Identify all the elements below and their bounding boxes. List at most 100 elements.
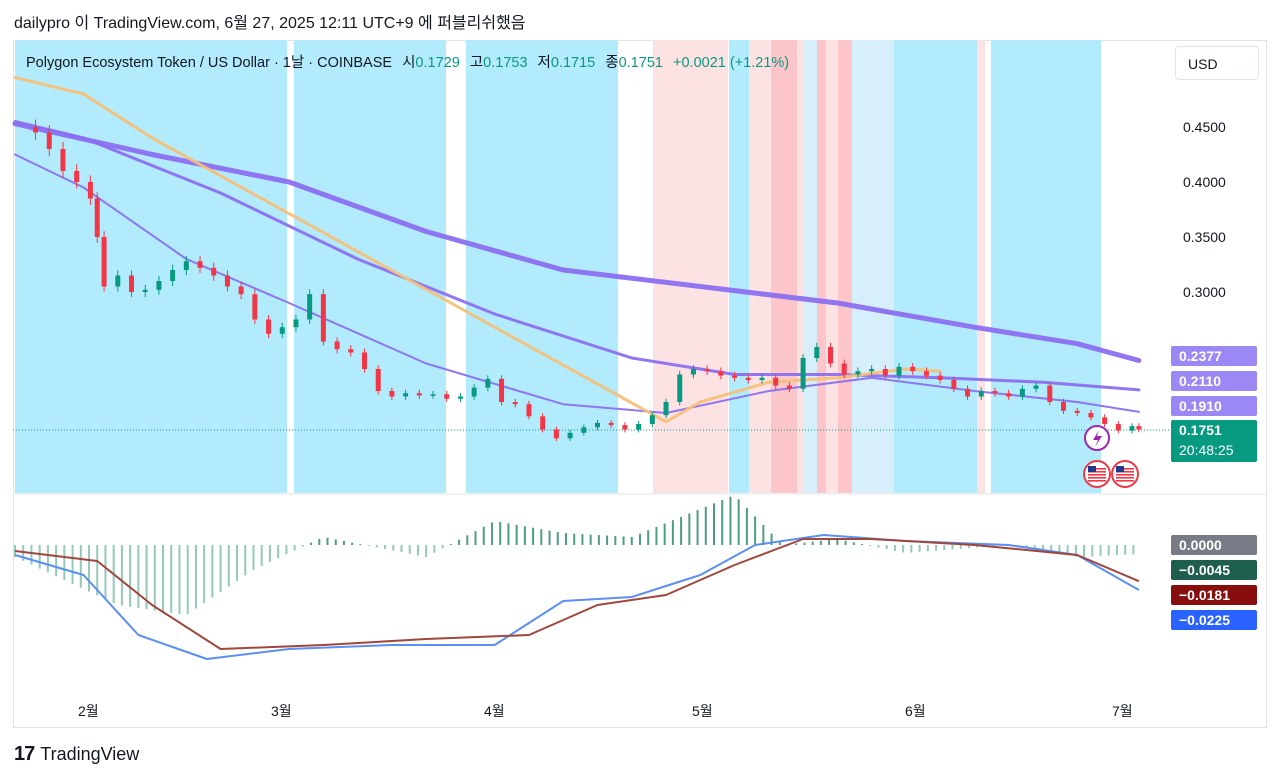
macd-hist-bar <box>268 545 271 562</box>
price-tick: 0.3500 <box>1183 229 1226 245</box>
candle-body <box>896 366 902 376</box>
time-tick: 5월 <box>692 703 713 719</box>
flash-icon <box>1084 425 1110 451</box>
chart-frame[interactable] <box>13 40 1267 728</box>
macd-hist-bar <box>819 540 822 545</box>
candle-body <box>965 388 971 397</box>
macd-hist-bar <box>277 545 280 559</box>
macd-hist-bar <box>523 526 526 545</box>
zone-band <box>15 40 287 493</box>
close-label: 종 <box>605 55 619 71</box>
candle-body <box>512 402 518 405</box>
macd-hist-bar <box>885 545 888 550</box>
macd-hist-bar <box>902 545 905 553</box>
macd-hist-bar <box>959 545 962 549</box>
candle-body <box>142 289 148 292</box>
candle-body <box>1061 402 1066 411</box>
high-value: 0.1753 <box>483 55 528 71</box>
macd-hist-bar <box>581 534 584 545</box>
macd-hist-bar <box>951 545 954 550</box>
candle-body <box>457 396 463 399</box>
macd-hist-bar <box>688 513 691 545</box>
last-price-value: 0.1751 <box>1179 422 1222 438</box>
macd-hist-bar <box>515 524 518 545</box>
candle-body <box>46 132 52 149</box>
candle-body <box>978 391 984 397</box>
macd-hist-bar <box>30 545 33 565</box>
macd-hist-bar <box>696 510 699 545</box>
macd-pane <box>14 496 1140 660</box>
publish-caption: dailypro 이 TradingView.com, 6월 27, 2025 … <box>14 15 526 32</box>
flag-stripe <box>1116 474 1134 476</box>
macd-hist-bar <box>606 535 609 545</box>
candle-body <box>101 237 107 287</box>
candle-body <box>115 275 121 287</box>
macd-hist-bar <box>46 545 49 573</box>
zone-band <box>749 40 771 493</box>
macd-hist-bar <box>713 503 715 545</box>
candle-body <box>649 415 655 424</box>
brand-name: TradingView <box>40 744 140 764</box>
candle-body <box>87 182 93 199</box>
candle-body <box>33 127 39 133</box>
brand-footer[interactable]: 17 TradingView <box>14 743 139 766</box>
macd-hist-bar <box>38 545 41 569</box>
symbol-legend[interactable]: Polygon Ecosystem Token / US Dollar · 1날… <box>26 51 789 72</box>
signal-line <box>14 538 1140 650</box>
macd-hist-bar <box>943 545 946 551</box>
macd-hist-bar <box>597 535 600 545</box>
macd-hist-bar <box>1041 545 1044 551</box>
candle-body <box>430 394 436 396</box>
macd-hist-bar <box>433 545 436 553</box>
flag-stripe <box>1116 480 1134 482</box>
open-label: 시 <box>402 55 416 71</box>
candle-body <box>622 425 628 430</box>
candle-body <box>1102 417 1108 424</box>
candle-body <box>636 424 642 430</box>
tradingview-logo-icon: 17 <box>14 743 35 765</box>
zone-band <box>977 40 985 493</box>
candle-body <box>581 427 587 433</box>
flash-icon-bolt <box>1093 430 1102 447</box>
macd-hist-bar <box>186 545 189 615</box>
macd-hist-bar <box>441 545 444 549</box>
macd-hist-bar <box>556 532 559 545</box>
currency-button[interactable]: USD <box>1175 46 1259 80</box>
macd-hist-bar <box>762 525 765 545</box>
macd-hist-bar <box>836 539 839 545</box>
macd-hist-bar <box>334 539 337 545</box>
macd-hist-bar <box>285 545 288 555</box>
macd-hist-bar <box>79 545 82 588</box>
candle-body <box>170 270 176 281</box>
macd-hist-bar <box>293 545 296 551</box>
macd-hist-bar <box>754 516 757 545</box>
price-tick: 0.4500 <box>1183 119 1226 135</box>
flag-stripe <box>1088 468 1106 470</box>
candle-body <box>74 171 80 182</box>
candle-body <box>1074 410 1080 413</box>
macd-hist-bar <box>844 540 847 545</box>
macd-hist-bar <box>1074 545 1077 557</box>
macd-hist-bar <box>1083 545 1086 557</box>
macd-hist-bar <box>408 545 411 554</box>
macd-hist-bar <box>877 545 880 548</box>
candle-body <box>828 347 833 364</box>
macd-hist-bar <box>400 545 403 553</box>
countdown-timer: 20:48:25 <box>1179 442 1234 458</box>
candle-body <box>266 319 272 334</box>
candle-body <box>841 363 847 375</box>
macd-hist-bar <box>219 545 222 592</box>
ma200-badge: 0.2377 <box>1171 346 1257 366</box>
macd-hist-bar <box>170 545 173 613</box>
candle-body <box>526 404 532 417</box>
macd-hist-badge: 0.0000 <box>1171 535 1257 555</box>
us-flag-icon <box>1083 460 1111 488</box>
close-value: 0.1751 <box>618 55 663 71</box>
flag-canton <box>1088 466 1096 472</box>
macd-hist-bar <box>318 538 321 545</box>
macd-hist-bar <box>828 539 831 545</box>
time-tick: 2월 <box>78 703 99 719</box>
macd-b-badge: −0.0181 <box>1171 585 1257 605</box>
macd-hist-bar <box>1033 545 1036 550</box>
